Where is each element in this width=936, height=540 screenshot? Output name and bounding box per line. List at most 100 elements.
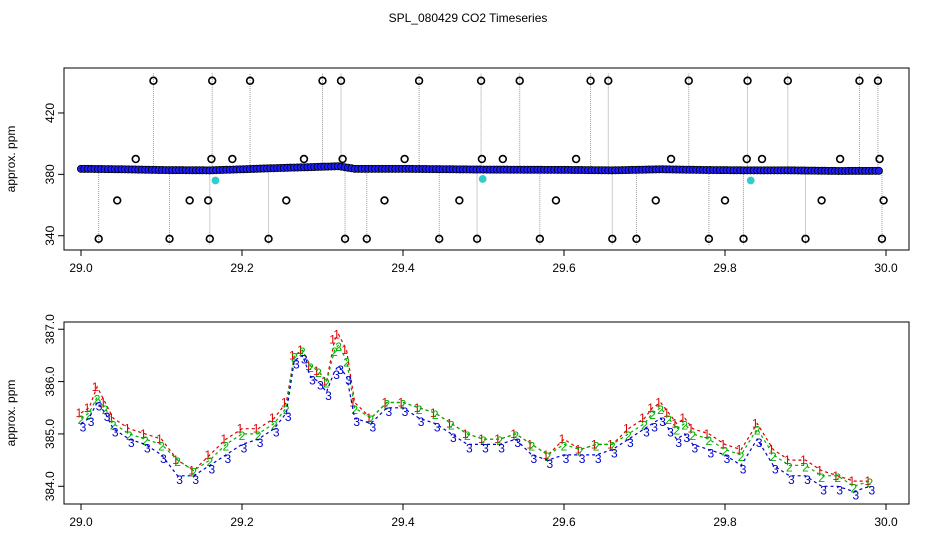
plot-frame-bottom — [63, 321, 910, 505]
series-marker: 3 — [418, 415, 425, 429]
outlier-point — [455, 196, 464, 205]
series-marker: 1 — [313, 364, 320, 378]
series-marker: 1 — [816, 464, 823, 478]
series-marker: 3 — [285, 410, 292, 424]
series-marker: 2 — [448, 418, 455, 432]
outlier-point — [855, 76, 864, 85]
series-marker: 1 — [84, 401, 91, 415]
outlier-point — [185, 196, 194, 205]
series-marker: 2 — [786, 460, 793, 474]
series-marker: 2 — [593, 439, 600, 453]
outlier-point — [535, 234, 545, 243]
outlier-point — [742, 154, 751, 164]
series-marker: 3 — [683, 431, 690, 445]
series-marker: 1 — [92, 380, 99, 394]
x-tick-label: 29.0 — [69, 261, 93, 275]
series-marker: 3 — [466, 441, 473, 455]
series-marker: 2 — [291, 350, 298, 364]
series-marker: 1 — [329, 333, 336, 347]
series-marker: 2 — [384, 398, 391, 412]
series-marker: 2 — [480, 434, 487, 448]
outlier-point — [318, 76, 327, 85]
outlier-point — [586, 76, 595, 85]
series-marker: 3 — [301, 352, 308, 366]
series-marker: 3 — [691, 441, 698, 455]
x-tick-label: 29.6 — [552, 261, 576, 275]
series-marker: 2 — [94, 392, 101, 406]
series-marker: 2 — [673, 424, 680, 438]
outlier-point — [604, 76, 613, 85]
series-marker: 3 — [293, 358, 300, 372]
series-marker: 2 — [561, 439, 568, 453]
series-marker: 2 — [512, 429, 519, 443]
co2-scatter-panel: approx. ppm 29.0 29.2 29.4 29.6 29.8 30.0 340 3… — [4, 67, 910, 275]
series-marker: 2 — [867, 476, 874, 490]
series-marker: 1 — [647, 401, 654, 415]
series-marker: 1 — [398, 396, 405, 410]
x-tick-label: 29.2 — [230, 515, 254, 529]
series-marker: 2 — [239, 429, 246, 443]
outlier-point — [877, 234, 887, 243]
series-marker: 3 — [667, 426, 674, 440]
series-marker: 1 — [704, 427, 711, 441]
series-marker: 2 — [307, 361, 314, 375]
series-marker: 2 — [850, 481, 857, 495]
axes-top: 29.0 29.2 29.4 29.6 29.8 30.0 340 380 420 — [43, 103, 898, 275]
outlier-point — [879, 196, 888, 205]
series-marker: 1 — [204, 448, 211, 462]
series-marker: 2 — [528, 439, 535, 453]
series-marker: 1 — [188, 464, 195, 478]
series-marker: 3 — [176, 473, 183, 487]
series-marker: 1 — [100, 396, 107, 410]
series-marker: 2 — [190, 466, 197, 480]
series-marker: 1 — [446, 416, 453, 430]
series-marker: 3 — [317, 379, 324, 393]
series-marker: 1 — [526, 437, 533, 451]
series-marker: 2 — [351, 403, 358, 417]
outlier-point — [94, 234, 103, 243]
outlier-point — [498, 154, 508, 164]
series-marker: 1 — [172, 453, 179, 467]
x-tick-label: 29.4 — [391, 261, 415, 275]
series-marker: 3 — [309, 373, 316, 387]
series-marker: 1 — [333, 327, 340, 341]
series-marker: 2 — [206, 455, 213, 469]
series-marker: 2 — [770, 450, 777, 464]
series-marker: 3 — [128, 436, 135, 450]
series-line — [80, 343, 871, 487]
series-marker: 3 — [869, 483, 876, 497]
outlier-point — [414, 76, 424, 85]
series-marker: 3 — [337, 363, 344, 377]
outlier-point — [684, 76, 693, 85]
x-tick-label: 29.2 — [230, 261, 254, 275]
outlier-point — [515, 76, 524, 85]
series-marker: 2 — [158, 439, 165, 453]
series-marker: 1 — [623, 422, 630, 436]
series-marker: 2 — [315, 366, 322, 380]
outlier-point — [551, 196, 561, 205]
series-marker: 3 — [273, 426, 280, 440]
y-tick-label: 340 — [43, 225, 57, 245]
series-marker: 2 — [649, 408, 656, 422]
series-marker: 2 — [754, 424, 761, 438]
plot-frame-top — [63, 67, 910, 251]
series-marker: 2 — [323, 377, 330, 391]
series-marker: 3 — [627, 436, 634, 450]
series-marker: 1 — [321, 375, 328, 389]
series-marker: 3 — [160, 452, 167, 466]
series-marker: 1 — [671, 416, 678, 430]
outlier-point — [400, 154, 409, 164]
outlier-point — [875, 154, 884, 164]
outlier-point — [571, 154, 581, 164]
outlier-point — [165, 234, 174, 243]
series-marker: 3 — [434, 420, 441, 434]
series-marker: 3 — [611, 447, 618, 461]
series-marker: 1 — [305, 359, 312, 373]
series-marker: 2 — [577, 445, 584, 459]
series-marker: 2 — [142, 434, 149, 448]
outlier-point — [131, 154, 140, 164]
axes-bottom: 29.0 29.2 29.4 29.6 29.8 30.0 384.0 385.0 386.0 3… — [43, 314, 898, 529]
series-marker: 3 — [353, 415, 360, 429]
